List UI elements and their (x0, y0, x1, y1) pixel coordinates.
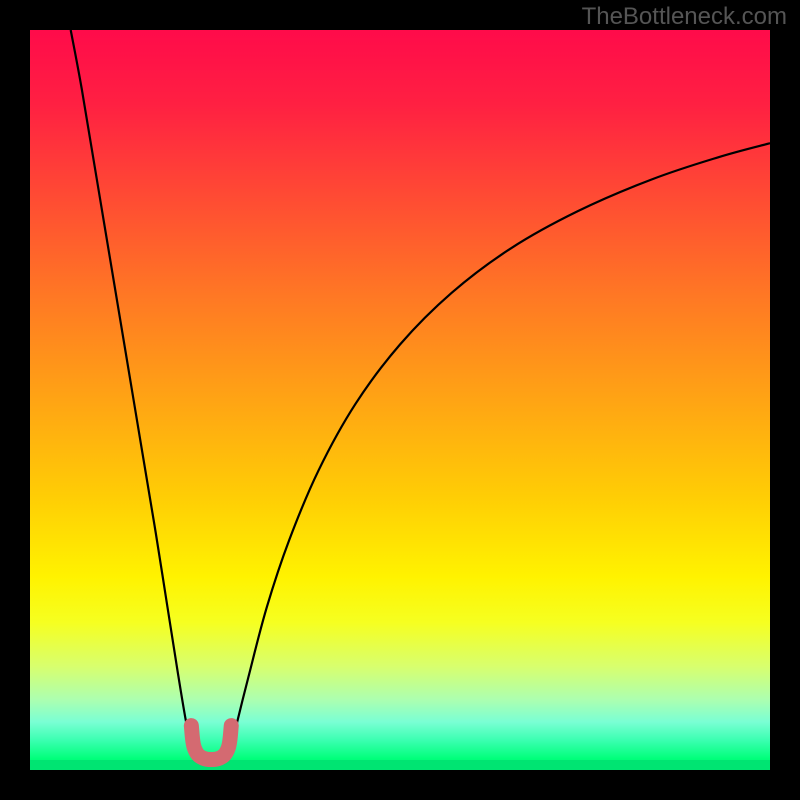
baseline-band (30, 760, 770, 770)
bottleneck-chart: TheBottleneck.com (0, 0, 800, 800)
chart-container: TheBottleneck.com (0, 0, 800, 800)
plot-area (30, 30, 770, 770)
watermark-text: TheBottleneck.com (582, 3, 787, 30)
